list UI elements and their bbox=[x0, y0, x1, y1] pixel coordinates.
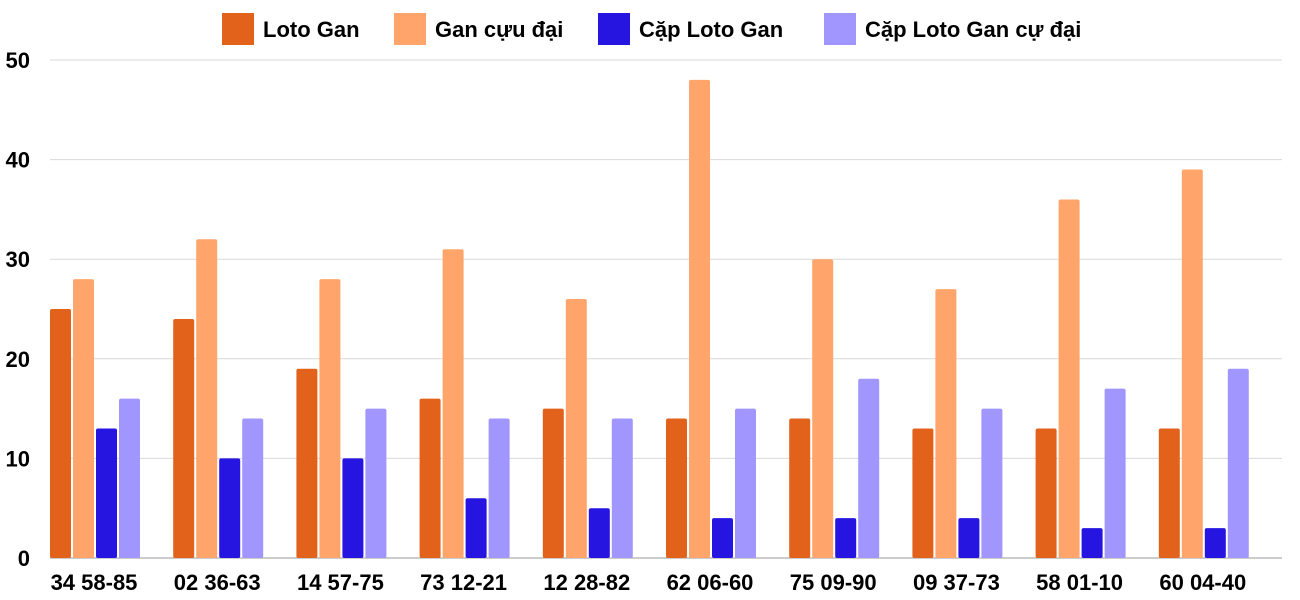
bar bbox=[342, 458, 364, 558]
bar bbox=[442, 249, 464, 559]
y-tick-label: 20 bbox=[6, 347, 30, 372]
bar bbox=[981, 408, 1003, 558]
legend-swatch bbox=[598, 13, 630, 45]
legend-label: Gan cựu đại bbox=[435, 17, 563, 42]
bar bbox=[1104, 388, 1126, 558]
bar bbox=[296, 368, 318, 558]
bar bbox=[789, 418, 811, 558]
y-tick-label: 10 bbox=[6, 446, 30, 471]
x-tick-label: 34 58-85 bbox=[51, 570, 138, 595]
bar bbox=[1058, 199, 1080, 558]
x-axis-labels: 34 58-85 02 36-63 14 57-75 73 12-21 12 28-82… bbox=[51, 570, 1247, 595]
legend-swatch bbox=[222, 13, 254, 45]
bar bbox=[588, 508, 610, 558]
bar bbox=[912, 428, 934, 558]
bar bbox=[1181, 169, 1203, 558]
legend-item: Cặp Loto Gan bbox=[598, 13, 783, 45]
bar bbox=[1035, 428, 1057, 558]
legend-item: Cặp Loto Gan cự đại bbox=[824, 13, 1081, 45]
bar bbox=[96, 428, 117, 558]
x-tick-label: 02 36-63 bbox=[174, 570, 261, 595]
bar bbox=[242, 418, 264, 558]
bar bbox=[858, 378, 880, 558]
legend-item: Loto Gan bbox=[222, 13, 360, 45]
legend-swatch bbox=[394, 13, 426, 45]
x-tick-label: 62 06-60 bbox=[667, 570, 754, 595]
bar bbox=[666, 418, 687, 558]
x-tick-label: 73 12-21 bbox=[420, 570, 507, 595]
bar bbox=[542, 408, 564, 558]
bar bbox=[835, 518, 857, 558]
bars bbox=[50, 79, 1249, 559]
y-axis-ticks: 0 10 20 30 40 50 bbox=[6, 48, 30, 571]
bar bbox=[1081, 528, 1103, 558]
bar bbox=[611, 418, 633, 558]
legend-swatch bbox=[824, 13, 856, 45]
bar bbox=[365, 408, 387, 558]
bar bbox=[465, 498, 487, 558]
bar bbox=[735, 408, 756, 558]
legend-item: Gan cựu đại bbox=[394, 13, 563, 45]
bar bbox=[219, 458, 241, 558]
bar bbox=[565, 299, 587, 558]
bar bbox=[935, 289, 957, 558]
y-tick-label: 40 bbox=[6, 148, 30, 173]
legend-label: Loto Gan bbox=[263, 17, 360, 42]
bar bbox=[119, 398, 140, 558]
bar bbox=[1227, 368, 1249, 558]
bar bbox=[812, 259, 834, 558]
x-tick-label: 09 37-73 bbox=[913, 570, 1000, 595]
bar bbox=[73, 279, 94, 558]
x-tick-label: 58 01-10 bbox=[1036, 570, 1123, 595]
legend-label: Cặp Loto Gan cự đại bbox=[865, 17, 1081, 42]
x-tick-label: 60 04-40 bbox=[1159, 570, 1246, 595]
y-tick-label: 30 bbox=[6, 247, 30, 272]
x-tick-label: 75 09-90 bbox=[790, 570, 877, 595]
bar bbox=[50, 309, 71, 558]
legend: Loto Gan Gan cựu đại Cặp Loto Gan Cặp Loto … bbox=[222, 13, 1081, 45]
x-tick-label: 14 57-75 bbox=[297, 570, 384, 595]
bar bbox=[488, 418, 510, 558]
legend-label: Cặp Loto Gan bbox=[639, 17, 783, 42]
bar bbox=[319, 279, 341, 558]
bar bbox=[196, 239, 218, 558]
bar bbox=[712, 518, 733, 558]
y-tick-label: 0 bbox=[18, 546, 30, 571]
y-tick-label: 50 bbox=[6, 48, 30, 73]
x-tick-label: 12 28-82 bbox=[543, 570, 630, 595]
bar bbox=[419, 398, 441, 558]
bar bbox=[958, 518, 980, 558]
bar bbox=[1204, 528, 1226, 558]
bar bbox=[1158, 428, 1180, 558]
bar bbox=[173, 318, 195, 558]
bar bbox=[689, 79, 710, 559]
